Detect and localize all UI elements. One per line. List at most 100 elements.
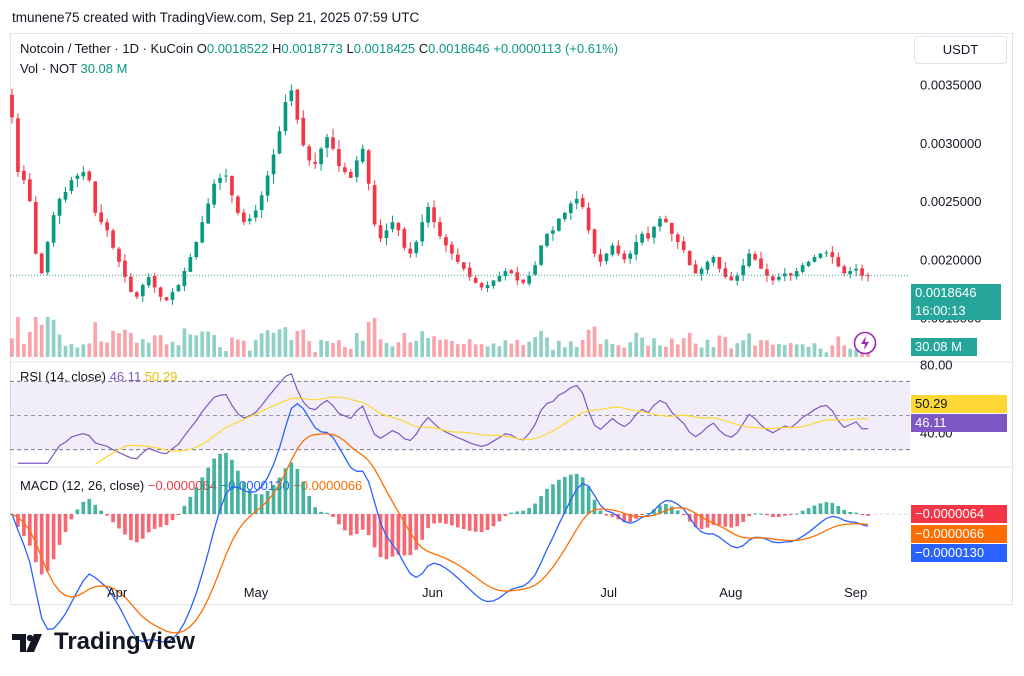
candle-body [75, 175, 80, 179]
candle-body [438, 222, 442, 237]
macd-histogram-bar [753, 513, 757, 515]
macd-histogram-bar [711, 514, 716, 525]
candle-body [515, 272, 520, 281]
macd-histogram-bar [681, 514, 686, 516]
macd-histogram-bar [134, 514, 139, 543]
macd-histogram-bar [123, 514, 127, 535]
tradingview-logo-icon [12, 634, 42, 652]
macd-histogram-bar [164, 514, 169, 526]
candle-body [354, 160, 359, 178]
high-value: 0.0018773 [281, 41, 343, 56]
candle-body [669, 222, 674, 234]
candle-body [188, 257, 193, 272]
volume-bar [782, 344, 787, 357]
macd-histogram-bar [283, 468, 288, 514]
volume-bar [699, 347, 704, 357]
macd-histogram-bar [360, 514, 365, 530]
macd-histogram-bar [57, 514, 62, 545]
volume-bar [562, 347, 567, 357]
candle-body [545, 233, 549, 246]
candle-body [717, 257, 722, 269]
symbol-title[interactable]: Notcoin / Tether · 1D · KuCoin [20, 41, 194, 56]
macd-histogram-bar [414, 514, 419, 550]
macd-line [11, 402, 869, 643]
macd-histogram-bar [824, 502, 829, 514]
candle-body [200, 222, 205, 243]
candle-body [212, 183, 216, 205]
macd-histogram-bar [301, 481, 306, 514]
volume-bar [533, 337, 537, 357]
signal-line [11, 433, 869, 634]
candle-body [57, 198, 62, 216]
candle-body [277, 131, 282, 154]
candle-body [390, 222, 395, 230]
volume-bar [188, 334, 193, 357]
macd-histogram-bar [63, 514, 68, 532]
volume-legend[interactable]: Vol · NOT 30.08 M [20, 61, 127, 76]
volume-bar [610, 343, 615, 357]
candle-body [69, 180, 74, 192]
volume-bar [277, 329, 282, 357]
macd-histogram-bar [39, 514, 44, 575]
macd-histogram-bar [574, 473, 579, 514]
change-value: +0.0000113 (+0.61%) [493, 41, 619, 56]
volume-bar [735, 343, 740, 357]
rsi-legend[interactable]: RSI (14, close) 46.11 50.29 [20, 369, 177, 384]
candle-body [444, 237, 448, 246]
macd-histogram-bar [265, 490, 270, 514]
time-tick-label: Jun [422, 585, 443, 600]
candle-body [521, 279, 526, 283]
macd-histogram-bar [776, 514, 781, 518]
volume-bar [289, 339, 294, 357]
symbol-legend[interactable]: Notcoin / Tether · 1D · KuCoin O0.001852… [20, 41, 618, 56]
volume-bar [158, 335, 163, 357]
volume-bar [152, 335, 157, 357]
candle-body [533, 265, 537, 275]
volume-bar [842, 345, 847, 357]
candle-body [800, 265, 805, 272]
macd-histogram-bar [390, 514, 395, 557]
volume-bar [473, 344, 478, 357]
volume-bar [360, 340, 365, 357]
candle-body [33, 201, 38, 254]
macd-histogram-bar [568, 474, 573, 514]
macd-histogram-bar [81, 501, 86, 514]
volume-bar [331, 342, 335, 357]
currency-unit-button[interactable]: USDT [914, 36, 1007, 64]
volume-bar [491, 343, 496, 357]
candle-body [628, 253, 633, 259]
candle-body [253, 210, 258, 218]
candle-body [759, 258, 763, 269]
volume-bar [687, 332, 692, 357]
open-value: 0.0018522 [206, 41, 269, 56]
macd-histogram-bar [562, 476, 567, 514]
macd-histogram-bar [140, 514, 145, 539]
macd-histogram-bar [664, 504, 668, 514]
macd-histogram-bar [551, 484, 555, 514]
lightning-icon[interactable] [853, 331, 877, 355]
candle-body [503, 271, 508, 277]
candle-body [105, 222, 109, 231]
low-value: 0.0018425 [353, 41, 416, 56]
volume-bar [669, 338, 674, 357]
volume-bar [622, 347, 627, 357]
macd-histogram-bar [836, 505, 841, 514]
volume-bar [776, 344, 781, 357]
volume-bar [69, 344, 74, 357]
candle-body [99, 212, 104, 223]
macd-histogram-bar [194, 487, 199, 514]
candle-body [331, 137, 335, 149]
rsi-tick-label: 80.00 [920, 357, 953, 372]
volume-bar [729, 348, 734, 357]
candle-body [22, 170, 26, 181]
candle-body [259, 195, 264, 210]
candle-body [420, 222, 425, 242]
volume-bar [723, 336, 728, 357]
macd-histogram-bar [580, 477, 585, 514]
volume-bar [545, 337, 549, 357]
candle-body [866, 275, 870, 277]
last-price-badge: 0.0018646 [911, 284, 1001, 302]
volume-bar [140, 339, 145, 357]
macd-histogram-bar [343, 514, 347, 531]
